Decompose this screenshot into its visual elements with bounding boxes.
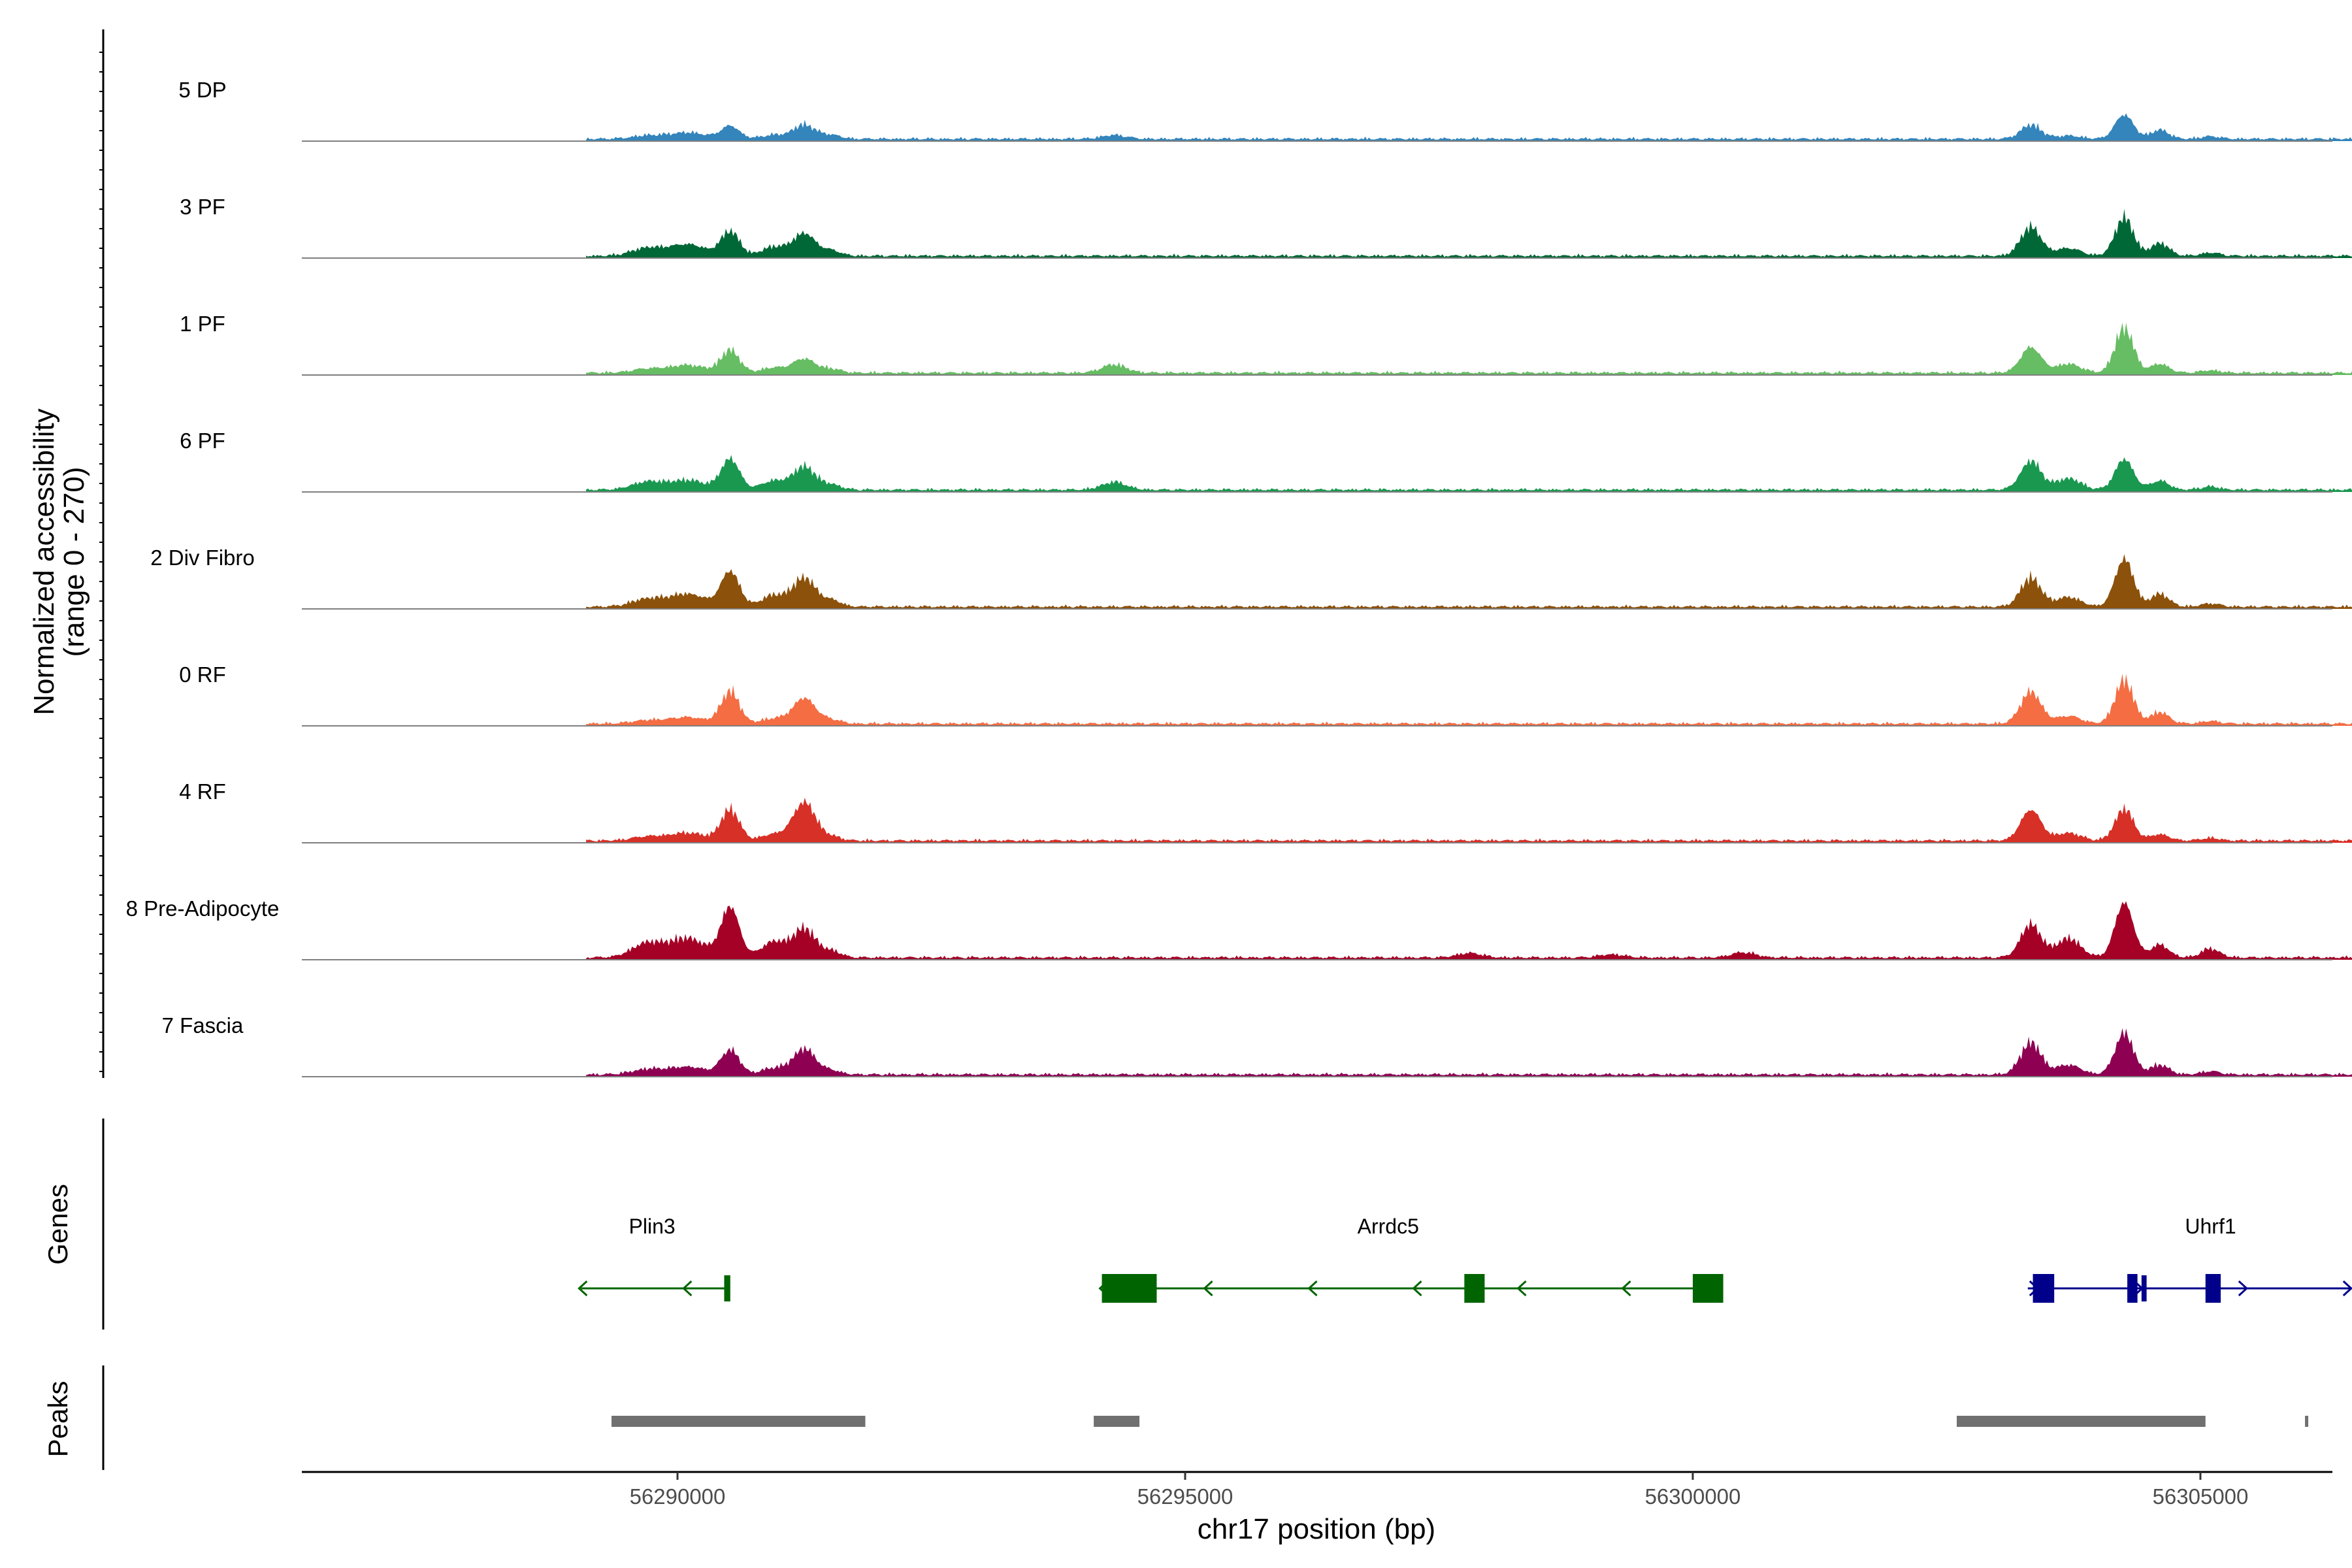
exon-block <box>1464 1274 1485 1303</box>
x-tick-label: 56290000 <box>630 1484 726 1509</box>
y-axis-subtitle: (range 0 - 270) <box>58 466 90 657</box>
coverage-area <box>586 322 2352 375</box>
peak-interval <box>1094 1416 1140 1427</box>
track-label: 2 Div Fibro <box>150 546 255 570</box>
gene-label: Plin3 <box>629 1215 676 1238</box>
strand-arrow <box>578 1280 588 1297</box>
peaks-panel-title: Peaks <box>42 1381 73 1458</box>
strand-arrow <box>682 1280 693 1297</box>
strand-arrow <box>1203 1280 1213 1297</box>
gene-uhrf1: Uhrf1 <box>2027 1215 2352 1303</box>
track-0-rf: 0 RF <box>179 662 2352 727</box>
exon-block <box>724 1275 730 1301</box>
exon-block <box>2127 1274 2138 1303</box>
coverage-area <box>586 674 2352 726</box>
strand-arrow <box>2342 1280 2352 1297</box>
gene-arrdc5: Arrdc5 <box>1098 1215 1723 1303</box>
track-2-div-fibro: 2 Div Fibro <box>150 546 2352 610</box>
peak-interval <box>2305 1416 2309 1427</box>
track-label: 4 RF <box>179 779 226 804</box>
track-3-pf: 3 PF <box>180 195 2352 259</box>
track-7-fascia: 7 Fascia <box>162 1013 2352 1077</box>
peaks-track <box>611 1416 2309 1427</box>
strand-arrow <box>1307 1280 1318 1297</box>
genes-panel-title: Genes <box>42 1184 73 1265</box>
track-6-pf: 6 PF <box>180 429 2352 493</box>
x-tick-label: 56295000 <box>1137 1484 1233 1509</box>
coverage-area <box>586 455 2352 492</box>
track-5-dp: 5 DP <box>178 78 2352 142</box>
x-tick-label: 56305000 <box>2153 1484 2249 1509</box>
peak-interval <box>1957 1416 2206 1427</box>
genes-track: Plin3 Arrdc5 Uhrf1 <box>578 1215 2352 1303</box>
gene-label: Uhrf1 <box>2185 1215 2236 1238</box>
x-tick-label: 56300000 <box>1645 1484 1741 1509</box>
coverage-area <box>586 901 2352 960</box>
exon-block <box>2141 1275 2147 1301</box>
strand-arrow <box>2238 1280 2249 1297</box>
coverage-y-ticks <box>99 52 103 1072</box>
track-label: 8 Pre-Adipocyte <box>126 896 280 921</box>
x-axis-title: chr17 position (bp) <box>1198 1513 1435 1545</box>
strand-arrow <box>1621 1280 1631 1297</box>
coverage-area <box>586 554 2352 609</box>
track-label: 5 DP <box>178 78 226 102</box>
coverage-area <box>586 113 2352 141</box>
exon-block <box>2205 1274 2221 1303</box>
strand-arrow <box>1412 1280 1422 1297</box>
track-8-pre-adipocyte: 8 Pre-Adipocyte <box>126 896 2352 960</box>
coverage-area <box>586 208 2352 258</box>
exon-block <box>1102 1274 1157 1303</box>
track-label: 1 PF <box>180 312 225 336</box>
x-axis-ticks: 56290000 56295000 56300000 56305000 <box>630 1472 2249 1509</box>
track-4-rf: 4 RF <box>179 779 2352 843</box>
y-axis-title: Normalized accessibility <box>28 408 60 715</box>
gene-plin3: Plin3 <box>578 1215 730 1301</box>
track-label: 0 RF <box>179 662 226 687</box>
coverage-tracks: 5 DP 3 PF 1 PF 6 PF 2 Div Fibro 0 RF 4 RF 8 Pre… <box>126 78 2352 1077</box>
track-1-pf: 1 PF <box>180 312 2352 376</box>
gene-label: Arrdc5 <box>1358 1215 1419 1238</box>
track-label: 6 PF <box>180 429 225 453</box>
exon-block <box>1692 1274 1723 1303</box>
coverage-area <box>586 1028 2352 1077</box>
exon-block <box>2033 1274 2055 1303</box>
peak-interval <box>611 1416 866 1427</box>
strand-arrow <box>1516 1280 1527 1297</box>
track-label: 3 PF <box>180 195 225 219</box>
track-label: 7 Fascia <box>162 1013 244 1037</box>
coverage-area <box>586 797 2352 843</box>
